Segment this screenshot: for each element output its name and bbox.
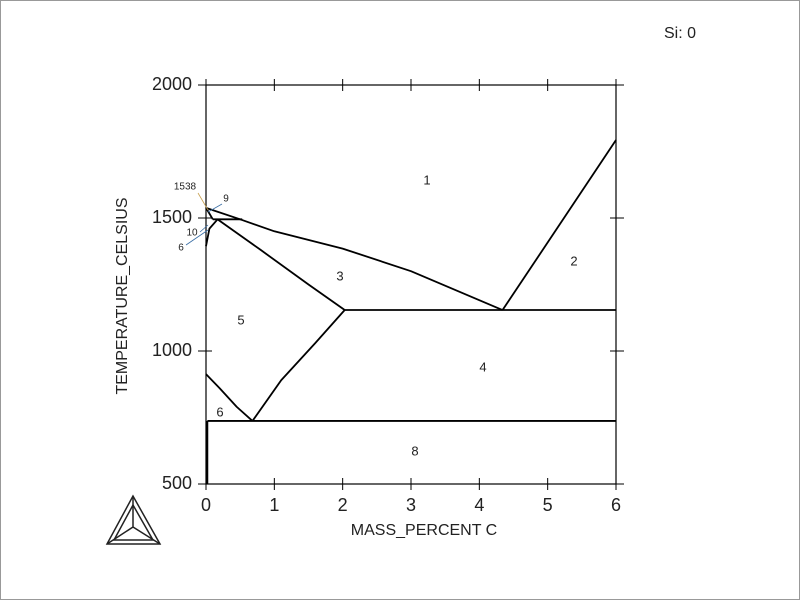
- phase-boundary: [205, 207, 214, 220]
- point-label: 1538: [174, 182, 197, 193]
- logo: [105, 494, 162, 545]
- x-tick-label: 0: [201, 495, 211, 515]
- y-tick-label: 1500: [152, 207, 192, 227]
- leader-line: [197, 192, 209, 211]
- x-tick-label: 1: [269, 495, 279, 515]
- y-tick-label: 2000: [152, 74, 192, 94]
- x-axis-label: MASS_PERCENT C: [351, 522, 497, 539]
- leader-line: [207, 203, 223, 213]
- phase-boundary: [501, 139, 617, 311]
- phase-boundary: [205, 207, 503, 311]
- phase-boundary: [205, 218, 219, 247]
- point-label: 9: [223, 194, 229, 205]
- region-label: 4: [479, 359, 486, 374]
- point-label: 10: [186, 228, 198, 239]
- y-tick-label: 1000: [152, 340, 192, 360]
- x-tick-label: 2: [338, 495, 348, 515]
- x-tick-label: 6: [611, 495, 621, 515]
- leader-line: [199, 224, 209, 233]
- x-tick-label: 4: [474, 495, 484, 515]
- region-label: 2: [570, 253, 577, 268]
- leader-line: [185, 229, 209, 246]
- region-label: 3: [336, 268, 343, 283]
- region-label: 1: [423, 172, 430, 187]
- annotation: Si: 0: [664, 25, 696, 42]
- region-label: 6: [216, 404, 223, 419]
- phase-boundary: [217, 218, 346, 311]
- region-label: 5: [237, 312, 244, 327]
- phase-boundary: [205, 373, 254, 422]
- x-tick-label: 5: [543, 495, 553, 515]
- x-tick-label: 3: [406, 495, 416, 515]
- point-label: 6: [178, 243, 184, 254]
- y-axis-label: TEMPERATURE_CELSIUS: [114, 197, 131, 394]
- region-label: 8: [411, 443, 418, 458]
- phase-boundary: [251, 309, 346, 422]
- y-tick-label: 500: [162, 473, 192, 493]
